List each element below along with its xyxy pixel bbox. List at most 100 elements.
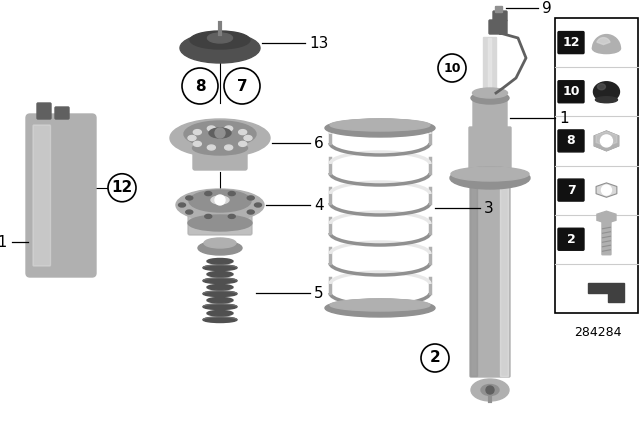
Ellipse shape	[451, 167, 529, 181]
FancyBboxPatch shape	[493, 11, 507, 21]
Ellipse shape	[170, 119, 270, 157]
FancyBboxPatch shape	[188, 206, 252, 235]
FancyBboxPatch shape	[193, 144, 247, 170]
Circle shape	[182, 68, 218, 104]
Ellipse shape	[207, 258, 233, 264]
Ellipse shape	[176, 189, 264, 221]
Ellipse shape	[211, 196, 229, 204]
FancyBboxPatch shape	[558, 81, 584, 103]
FancyBboxPatch shape	[602, 216, 611, 255]
FancyBboxPatch shape	[55, 107, 69, 119]
Ellipse shape	[179, 203, 186, 207]
Ellipse shape	[247, 210, 254, 214]
Text: 8: 8	[566, 134, 575, 147]
Polygon shape	[596, 132, 617, 146]
Ellipse shape	[472, 88, 508, 98]
Ellipse shape	[225, 126, 233, 131]
Ellipse shape	[207, 126, 215, 131]
Ellipse shape	[247, 196, 254, 200]
Text: 9: 9	[542, 0, 552, 16]
Circle shape	[215, 195, 225, 205]
Ellipse shape	[207, 297, 233, 303]
Ellipse shape	[203, 304, 237, 310]
Ellipse shape	[205, 215, 212, 219]
FancyBboxPatch shape	[558, 130, 584, 152]
FancyBboxPatch shape	[558, 228, 584, 250]
Text: 13: 13	[309, 35, 328, 51]
Circle shape	[438, 54, 466, 82]
Text: 10: 10	[444, 61, 461, 74]
Ellipse shape	[186, 210, 193, 214]
Ellipse shape	[184, 121, 256, 147]
Ellipse shape	[203, 278, 237, 284]
FancyBboxPatch shape	[500, 182, 509, 376]
Ellipse shape	[228, 215, 236, 219]
Ellipse shape	[471, 379, 509, 401]
Ellipse shape	[207, 145, 215, 150]
Polygon shape	[596, 183, 617, 197]
FancyBboxPatch shape	[558, 31, 584, 54]
Ellipse shape	[450, 167, 530, 189]
Text: 2: 2	[566, 233, 575, 246]
Ellipse shape	[209, 128, 231, 138]
FancyBboxPatch shape	[470, 182, 510, 377]
Ellipse shape	[193, 142, 202, 146]
Text: 3: 3	[484, 201, 493, 215]
FancyBboxPatch shape	[495, 7, 502, 13]
FancyBboxPatch shape	[473, 97, 507, 131]
Ellipse shape	[598, 84, 605, 90]
Circle shape	[421, 344, 449, 372]
Text: 10: 10	[563, 85, 580, 98]
Ellipse shape	[593, 82, 620, 102]
Ellipse shape	[593, 43, 620, 54]
Text: 5: 5	[314, 285, 324, 301]
Ellipse shape	[203, 291, 237, 297]
Ellipse shape	[595, 97, 618, 103]
Circle shape	[108, 174, 136, 202]
Ellipse shape	[180, 33, 260, 63]
Text: 4: 4	[314, 198, 324, 212]
Ellipse shape	[471, 92, 509, 104]
Ellipse shape	[481, 384, 499, 396]
Ellipse shape	[188, 135, 196, 141]
Ellipse shape	[203, 317, 237, 323]
Ellipse shape	[330, 299, 430, 311]
Text: 7: 7	[237, 78, 247, 94]
Polygon shape	[595, 131, 619, 151]
Polygon shape	[595, 131, 619, 151]
FancyBboxPatch shape	[555, 18, 638, 313]
Circle shape	[486, 386, 494, 394]
FancyBboxPatch shape	[483, 38, 497, 94]
Ellipse shape	[207, 271, 233, 277]
Ellipse shape	[193, 129, 202, 134]
Ellipse shape	[228, 192, 236, 196]
Text: 11: 11	[0, 234, 8, 250]
Ellipse shape	[207, 310, 233, 316]
Circle shape	[215, 128, 225, 138]
Circle shape	[224, 68, 260, 104]
Ellipse shape	[205, 192, 212, 196]
Ellipse shape	[190, 31, 250, 49]
Ellipse shape	[330, 119, 430, 131]
Ellipse shape	[325, 119, 435, 137]
FancyBboxPatch shape	[469, 127, 511, 171]
Ellipse shape	[188, 215, 252, 231]
Text: 284284: 284284	[574, 327, 621, 340]
Text: 2: 2	[429, 350, 440, 366]
FancyBboxPatch shape	[37, 103, 51, 119]
Bar	[488, 38, 491, 93]
Ellipse shape	[325, 299, 435, 317]
Wedge shape	[593, 34, 620, 48]
FancyBboxPatch shape	[33, 125, 51, 266]
Ellipse shape	[186, 196, 193, 200]
Text: 12: 12	[563, 36, 580, 49]
Text: 1: 1	[559, 111, 568, 125]
FancyBboxPatch shape	[470, 182, 477, 376]
Text: 6: 6	[314, 135, 324, 151]
Circle shape	[600, 135, 612, 147]
Ellipse shape	[198, 241, 242, 255]
FancyBboxPatch shape	[26, 114, 96, 277]
Polygon shape	[588, 284, 625, 302]
Polygon shape	[597, 211, 616, 223]
Text: 7: 7	[566, 184, 575, 197]
